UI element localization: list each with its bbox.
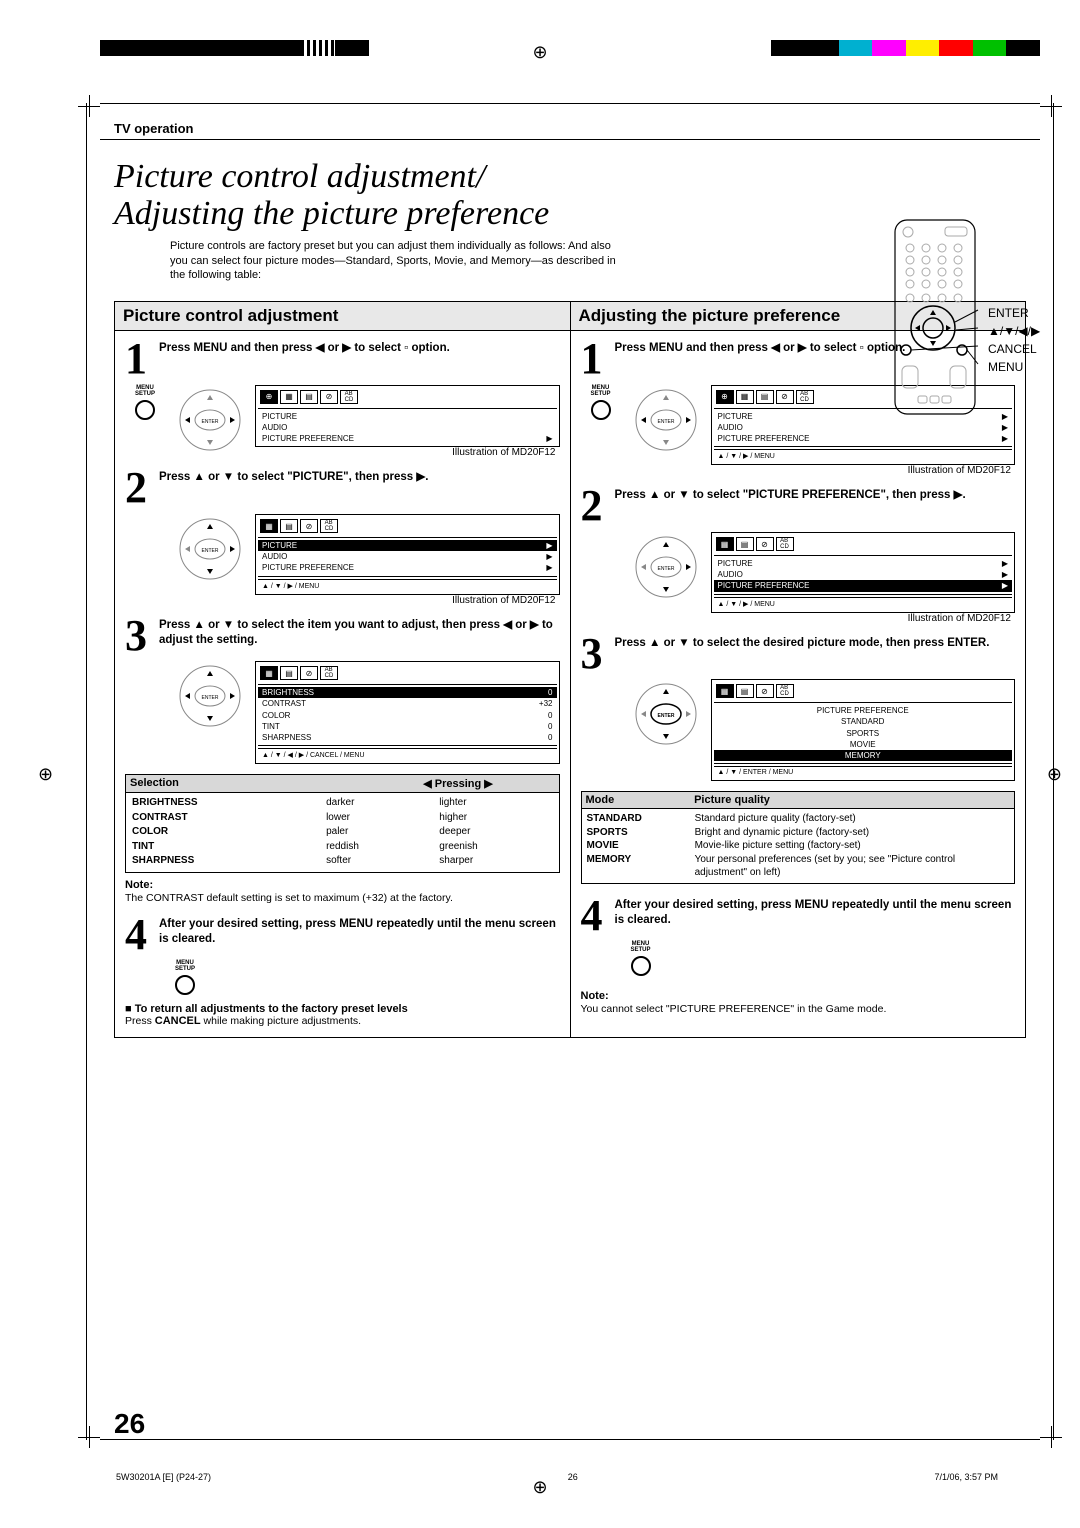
column-heading-left: Picture control adjustment: [114, 301, 571, 331]
dpad-icon: ENTER: [631, 385, 701, 455]
step-3-right: 3 Press ▲ or ▼ to select the desired pic…: [581, 634, 1016, 674]
osd-screen-r3: ▦▤⊘ABCD PICTURE PREFERENCE STANDARD SPOR…: [711, 679, 1016, 781]
registration-mark-left: ⊕: [38, 764, 53, 785]
return-note: ■ To return all adjustments to the facto…: [125, 1003, 560, 1027]
adjustment-table: Selection ◀ Pressing ▶ BRIGHTNESSdarkerl…: [125, 774, 560, 873]
menu-setup-button-icon: MENUSETUP: [581, 385, 621, 423]
menu-setup-button-icon: MENUSETUP: [125, 385, 165, 423]
dpad-icon: ENTER: [631, 532, 701, 602]
note-label: Note:: [125, 879, 560, 891]
note-label-right: Note:: [581, 990, 1016, 1002]
crop-mark: [78, 1426, 100, 1448]
svg-text:ENTER: ENTER: [202, 695, 219, 701]
note-text: The CONTRAST default setting is set to m…: [125, 891, 560, 905]
dpad-icon: ENTER: [175, 385, 245, 455]
step-3: 3 Press ▲ or ▼ to select the item you wa…: [125, 616, 560, 656]
crop-mark: [1040, 95, 1062, 117]
remote-label-arrows: ▲/▼/◀/▶: [988, 322, 1040, 340]
print-colorbar: [100, 40, 1040, 56]
crop-mark: [78, 95, 100, 117]
page-number: 26: [114, 1408, 145, 1440]
step-4: 4 After your desired setting, press MENU…: [125, 915, 560, 955]
registration-mark-right: ⊕: [1047, 764, 1062, 785]
svg-text:ENTER: ENTER: [657, 713, 674, 719]
step-1: 1 Press MENU and then press ◀ or ▶ to se…: [125, 339, 560, 379]
dpad-icon: ENTER: [175, 514, 245, 584]
step-4-right: 4 After your desired setting, press MENU…: [581, 896, 1016, 936]
dpad-icon: ENTER: [631, 679, 701, 749]
svg-text:ENTER: ENTER: [202, 548, 219, 554]
trim-line: [1053, 103, 1054, 1440]
mode-quality-table: Mode Picture quality STANDARDStandard pi…: [581, 791, 1016, 884]
step-2-right: 2 Press ▲ or ▼ to select "PICTURE PREFER…: [581, 486, 1016, 526]
crop-mark: [1040, 1426, 1062, 1448]
svg-text:ENTER: ENTER: [657, 566, 674, 572]
note-text-right: You cannot select "PICTURE PREFERENCE" i…: [581, 1002, 1016, 1016]
registration-mark-top: ⊕: [532, 42, 547, 63]
step-2: 2 Press ▲ or ▼ to select "PICTURE", then…: [125, 468, 560, 508]
osd-screen-1: ⊕▦▤⊘ABCD PICTURE AUDIO PICTURE PREFERENC…: [255, 385, 560, 448]
menu-setup-button-icon: MENUSETUP: [165, 960, 205, 995]
section-header: TV operation: [100, 103, 1040, 140]
remote-label-cancel: CANCEL: [988, 340, 1040, 358]
svg-text:ENTER: ENTER: [657, 419, 674, 425]
trim-line: [86, 103, 87, 1440]
remote-label-enter: ENTER: [988, 304, 1040, 322]
print-footer: 5W30201A [E] (P24-27) 26 7/1/06, 3:57 PM: [114, 1472, 1000, 1482]
osd-screen-2: ▦▤⊘ABCD PICTURE▶ AUDIO▶ PICTURE PREFEREN…: [255, 514, 560, 595]
left-column: Picture control adjustment 1 Press MENU …: [114, 301, 571, 1038]
osd-screen-r2: ▦▤⊘ABCD PICTURE▶ AUDIO▶ PICTURE PREFEREN…: [711, 532, 1016, 613]
svg-text:ENTER: ENTER: [202, 419, 219, 425]
menu-setup-button-icon: MENUSETUP: [621, 941, 661, 976]
remote-diagram: ENTER ▲/▼/◀/▶ CANCEL MENU: [890, 218, 990, 421]
osd-screen-3: ▦▤⊘ABCD BRIGHTNESS0 CONTRAST+32 COLOR0 T…: [255, 661, 560, 764]
remote-label-menu: MENU: [988, 358, 1040, 376]
intro-paragraph: Picture controls are factory preset but …: [100, 233, 620, 284]
dpad-icon: ENTER: [175, 661, 245, 731]
